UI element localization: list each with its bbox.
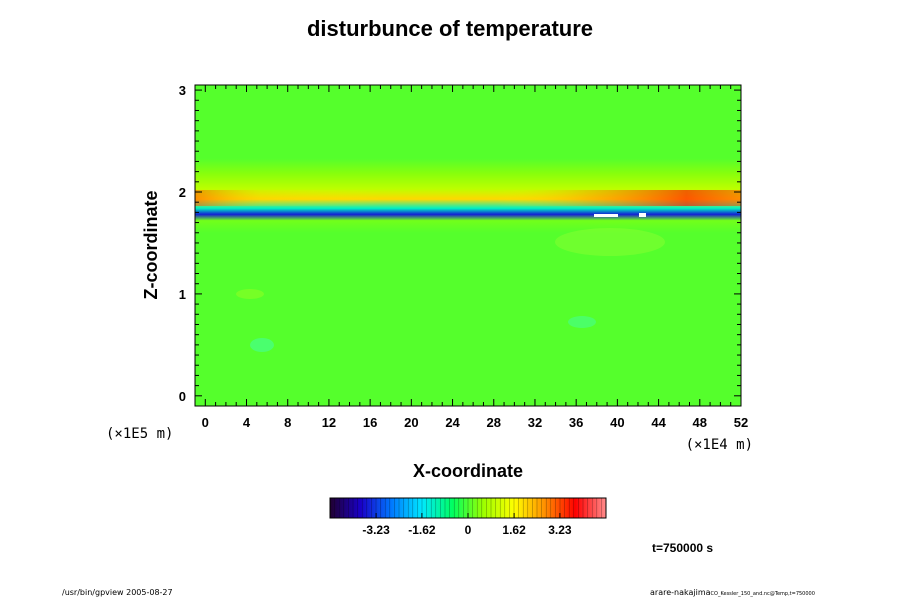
x-tick-label: 8	[284, 415, 291, 430]
y-tick-label: 0	[179, 389, 186, 404]
footer-left: /usr/bin/gpview 2005-08-27	[62, 588, 173, 597]
y-axis-title: Z-coordinate	[141, 190, 161, 299]
x-tick-label: 28	[487, 415, 501, 430]
colorbar-stripes	[334, 498, 602, 518]
colorbar: -3.23 -1.62 0 1.62 3.23	[329, 497, 607, 537]
x-tick-label: 40	[610, 415, 624, 430]
x-tick-label: 4	[243, 415, 251, 430]
heatmap-field	[195, 85, 741, 406]
x-tick-label: 36	[569, 415, 583, 430]
x-axis-title: X-coordinate	[413, 461, 523, 481]
colorbar-tick-label: 0	[465, 523, 472, 537]
warm-layer-variation	[195, 190, 741, 206]
cool-patch	[250, 338, 274, 352]
missing-value-patch	[594, 214, 618, 217]
time-label: t=750000 s	[652, 541, 714, 555]
x-unit-label: (×1E4 m)	[686, 437, 753, 453]
x-axis: 0 4 8 12 16 20 24 28 32 36 40 44 48 52	[202, 85, 748, 430]
x-tick-label: 12	[322, 415, 336, 430]
x-tick-label: 20	[404, 415, 418, 430]
y-tick-label: 3	[179, 83, 186, 98]
x-tick-label: 32	[528, 415, 542, 430]
x-tick-label: 0	[202, 415, 209, 430]
footer-right-sub: CO_Kessler_150_and.nc@Temp,t=750000	[710, 591, 815, 597]
footer-right: arare-nakajimaCO_Kessler_150_and.nc@Temp…	[650, 588, 815, 597]
colorbar-tick-label: 1.62	[502, 523, 526, 537]
warm-patch	[555, 228, 665, 256]
x-tick-label: 16	[363, 415, 377, 430]
plot-frame	[194, 84, 742, 407]
x-tick-label: 44	[651, 415, 666, 430]
x-tick-label: 52	[734, 415, 748, 430]
x-tick-label: 24	[445, 415, 460, 430]
y-tick-label: 2	[179, 185, 186, 200]
y-tick-label: 1	[179, 287, 186, 302]
footer-right-main: arare-nakajima	[650, 588, 711, 597]
missing-value-patch-2	[639, 213, 646, 217]
chart-title: disturbunce of temperature	[306, 16, 594, 41]
y-unit-label: (×1E5 m)	[106, 426, 173, 442]
colorbar-tick-label: -3.23	[362, 523, 390, 537]
cool-patch-2	[568, 316, 596, 328]
warm-patch-2	[236, 289, 264, 299]
colorbar-gradient-rect	[330, 498, 606, 518]
colorbar-tick-label: -1.62	[408, 523, 436, 537]
colorbar-tick-label: 3.23	[548, 523, 572, 537]
x-tick-label: 48	[693, 415, 707, 430]
colorbar-ticks: -3.23 -1.62 0 1.62 3.23	[362, 513, 572, 537]
y-axis: 0 1 2 3	[179, 83, 741, 407]
heatmap-base	[195, 85, 741, 406]
